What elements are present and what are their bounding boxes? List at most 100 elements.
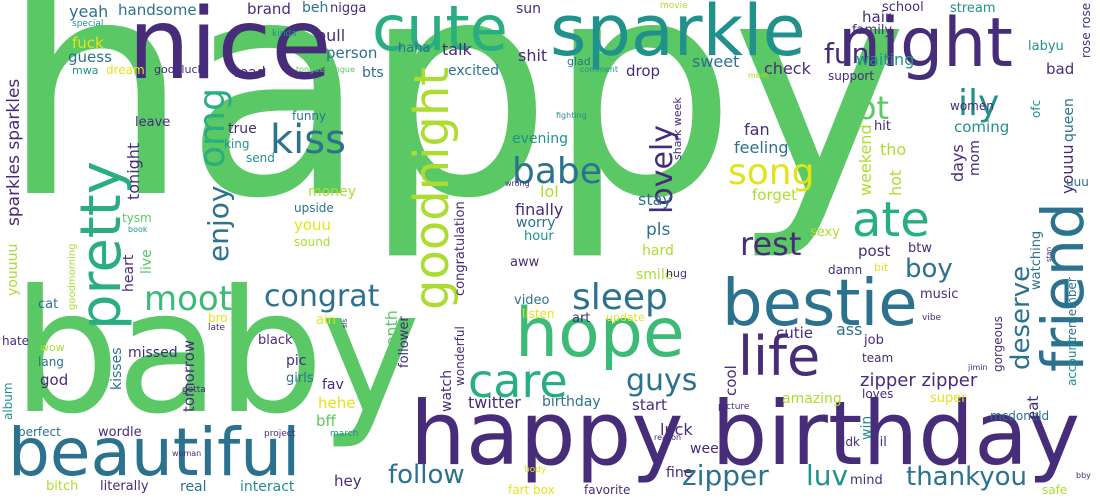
word-movie: movie — [660, 1, 688, 11]
word-fighting: fighting — [556, 111, 587, 120]
word-missed: missed — [128, 345, 178, 361]
word-wrong: wrong — [505, 179, 530, 188]
word-body: body — [524, 465, 547, 475]
word-fun: fun — [824, 37, 870, 70]
word-song: song — [728, 152, 815, 193]
word-pretty: pretty — [69, 161, 134, 330]
word-sis: sis — [341, 318, 349, 328]
word-safe: safe — [1042, 483, 1068, 497]
word-luck: luck — [660, 420, 693, 439]
word-stream: stream — [950, 1, 996, 16]
word-handsome: handsome — [118, 1, 197, 19]
word-sleep: sleep — [572, 277, 668, 318]
word-mwa: mwa — [72, 64, 99, 77]
word-congratulation: congratulation — [453, 201, 468, 296]
word-meet: meet — [748, 71, 769, 80]
word-bff: bff — [316, 412, 336, 430]
word-special: special — [72, 19, 104, 29]
word-tonight: tonight — [124, 142, 143, 200]
word-hair: hair — [862, 8, 892, 26]
word-forget: forget — [752, 186, 797, 204]
word-fav: fav — [322, 377, 344, 393]
word-watch: watch — [439, 369, 455, 412]
word-lang: lang — [38, 355, 64, 369]
word-goodnight: goodnight — [404, 66, 460, 310]
word-ate: ate — [852, 192, 930, 248]
word-uuu: uuu — [1066, 175, 1089, 189]
word-woman: woman — [172, 449, 202, 458]
word-video: video — [514, 293, 550, 308]
word-goodmorning: goodmorning — [67, 243, 78, 310]
word-march: march — [330, 429, 359, 439]
word-fine: fine — [666, 465, 693, 481]
word-funny: funny — [292, 109, 327, 123]
word-amazing: amazing — [782, 391, 842, 407]
word-enjoy: enjoy — [202, 185, 235, 262]
word-shark-week: shark week — [671, 97, 684, 160]
word-literally: literally — [100, 479, 149, 494]
word-gotta: gotta — [182, 385, 206, 395]
word-yeah: yeah — [69, 2, 109, 21]
word-sparkles-sparkles: sparkles sparkles — [4, 78, 24, 226]
word-shit: shit — [518, 46, 548, 65]
word-remember: remember — [1065, 277, 1079, 340]
word-loves: loves — [862, 387, 894, 401]
word-idk: idk — [842, 435, 860, 449]
word-baby: baby — [12, 254, 421, 452]
word-project: project — [264, 429, 296, 439]
word-hour: hour — [524, 229, 554, 244]
word-feeling: feeling — [734, 138, 789, 157]
word-job: job — [864, 333, 884, 348]
word-beh: beh — [302, 0, 329, 16]
word-care: care — [468, 354, 568, 408]
word-perfect: perfect — [18, 425, 61, 439]
word-fuck: fuck — [72, 34, 104, 52]
word-check: check — [764, 59, 811, 78]
word-queen: queen — [1061, 98, 1077, 142]
word-gorgeous: gorgeous — [991, 316, 1005, 372]
word-btw: btw — [908, 241, 932, 256]
word-hope: hope — [515, 294, 685, 373]
word-leave: leave — [135, 115, 171, 130]
word-mcdonald: mcdonald — [990, 409, 1050, 423]
word-zipper-zipper: zipper zipper — [860, 370, 978, 391]
word-guess: guess — [68, 48, 112, 66]
word-brand: brand — [247, 0, 291, 18]
word-jimin: jimin — [968, 363, 988, 372]
word-tysm: tysm — [122, 211, 152, 225]
word-beautiful: beautiful — [8, 414, 301, 491]
word-sun: sun — [516, 1, 542, 17]
word-happy: happy — [0, 0, 908, 264]
word-rose-rose: rose rose — [1079, 2, 1093, 58]
word-evening: evening — [512, 131, 569, 147]
word-life: life — [738, 325, 821, 388]
word-god: god — [40, 371, 69, 389]
word-ily: ily — [958, 83, 1000, 124]
word-pull: pull — [316, 26, 346, 45]
word-fan: fan — [744, 120, 770, 139]
word-king: king — [224, 137, 250, 151]
word-night: night — [838, 4, 1013, 83]
word-bts: bts — [362, 65, 384, 81]
word-twitter: twitter — [468, 393, 521, 412]
word-mom: mom — [967, 140, 983, 176]
word-hehe: hehe — [318, 394, 356, 412]
word-cat: cat — [38, 297, 59, 312]
word-moot: moot — [144, 279, 233, 319]
word-support: support — [828, 69, 875, 83]
word-nice: nice — [128, 0, 332, 102]
word-ofc: ofc — [1029, 99, 1043, 118]
word-mind: mind — [850, 473, 883, 488]
word-hey: hey — [334, 472, 362, 490]
word-labyu: labyu — [1028, 39, 1064, 54]
word-heart: heart — [121, 254, 137, 292]
word-worry: worry — [516, 215, 556, 231]
word-update: update — [606, 311, 645, 324]
word-watching: watching — [1029, 230, 1044, 290]
word-drop: drop — [626, 62, 661, 80]
word-hug: hug — [666, 267, 687, 280]
word-lil: lil — [876, 435, 887, 450]
word-art: art — [572, 311, 591, 326]
word-stay: stay — [638, 190, 672, 209]
word-omg: omg — [192, 88, 233, 168]
